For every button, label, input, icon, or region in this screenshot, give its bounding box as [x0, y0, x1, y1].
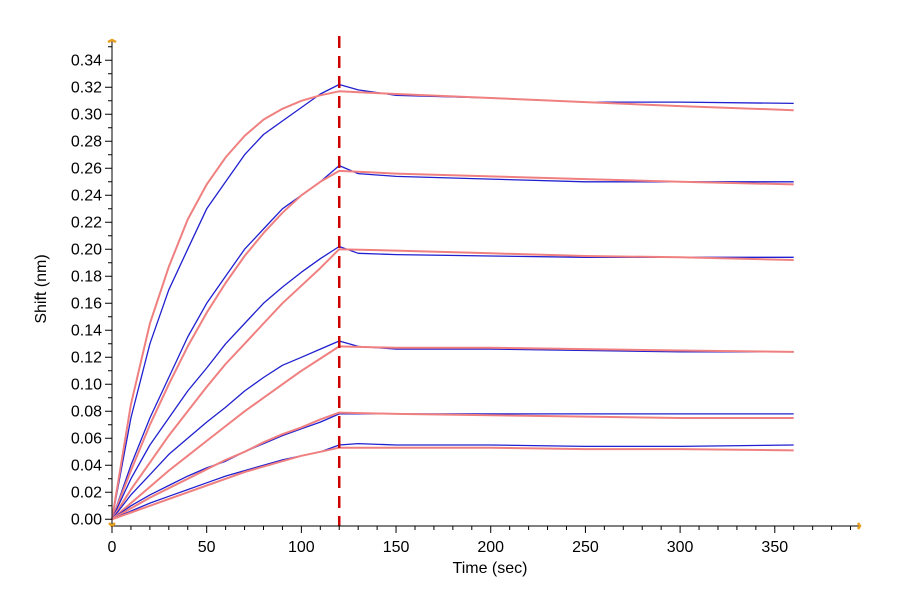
y-tick-label: 0.20 — [71, 241, 102, 258]
measured-curve-2 — [111, 245, 794, 520]
x-tick-label: 300 — [667, 539, 694, 556]
y-tick-label: 0.32 — [71, 79, 102, 96]
y-tick-label: 0.00 — [71, 511, 102, 528]
y-tick-label: 0.10 — [71, 376, 102, 393]
x-tick-label: 0 — [108, 539, 117, 556]
y-tick-label: 0.06 — [71, 430, 102, 447]
x-tick-label: 350 — [761, 539, 788, 556]
y-tick-label: 0.16 — [71, 295, 102, 312]
y-tick-label: 0.22 — [71, 214, 102, 231]
fit-curve-1 — [111, 169, 794, 520]
measured-curve-5 — [111, 442, 794, 520]
y-tick-label: 0.14 — [71, 322, 102, 339]
fit-curve-4 — [111, 411, 794, 521]
y-tick-label: 0.04 — [71, 457, 102, 474]
fit-curve-5 — [111, 446, 794, 521]
fit-curve-2 — [111, 248, 794, 520]
y-tick-label: 0.28 — [71, 133, 102, 150]
series-layer — [111, 83, 794, 521]
y-tick-label: 0.24 — [71, 187, 102, 204]
measured-curve-1 — [111, 164, 794, 520]
y-tick-label: 0.30 — [71, 106, 102, 123]
y-tick-label: 0.34 — [71, 52, 102, 69]
x-tick-label: 250 — [572, 539, 599, 556]
y-tick-label: 0.02 — [71, 484, 102, 501]
y-axis-end-marker — [107, 38, 117, 44]
measured-curve-4 — [111, 413, 794, 520]
y-tick-label: 0.18 — [71, 268, 102, 285]
y-tick-label: 0.12 — [71, 349, 102, 366]
x-tick-label: 200 — [477, 539, 504, 556]
x-tick-label: 150 — [383, 539, 410, 556]
x-tick-label: 100 — [288, 539, 315, 556]
axes-layer: 0 50 100 150 200 250 300 350 0.00 0.02 0.04 0.06 0.0… — [71, 38, 862, 556]
x-axis-end-marker — [856, 522, 862, 530]
y-tick-label: 0.26 — [71, 160, 102, 177]
measured-curve-3 — [111, 340, 794, 520]
x-tick-label: 50 — [198, 539, 216, 556]
fit-curve-0 — [111, 90, 794, 520]
fit-curve-3 — [111, 345, 794, 521]
x-axis-title: Time (sec) — [453, 560, 528, 577]
y-axis-title: Shift (nm) — [33, 254, 50, 323]
y-tick-label: 0.08 — [71, 403, 102, 420]
